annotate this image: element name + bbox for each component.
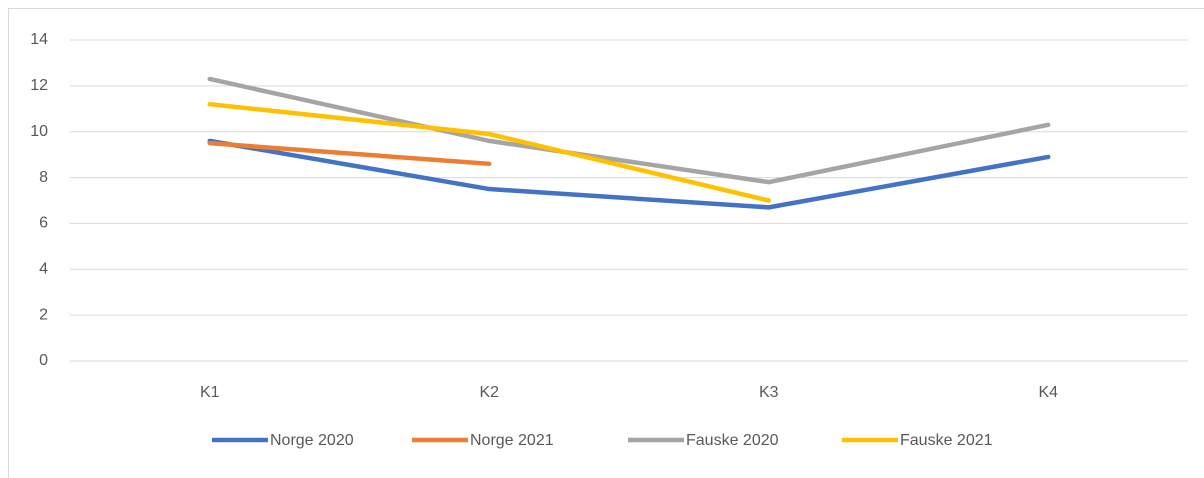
- series-line: [207, 138, 1051, 210]
- series-line: [207, 140, 492, 167]
- y-tick-label: 10: [30, 123, 48, 140]
- y-tick-label: 14: [30, 31, 48, 48]
- y-tick-label: 6: [39, 215, 48, 232]
- legend-label: Norge 2021: [470, 432, 554, 449]
- legend-label: Norge 2020: [270, 432, 354, 449]
- x-tick-label: K3: [759, 384, 779, 401]
- legend-label: Fauske 2021: [900, 432, 993, 449]
- x-tick-label: K2: [479, 384, 499, 401]
- y-tick-label: 2: [39, 306, 48, 323]
- series-line: [207, 76, 1051, 185]
- y-tick-label: 8: [39, 169, 48, 186]
- legend-label: Fauske 2020: [686, 432, 779, 449]
- y-tick-label: 4: [39, 261, 48, 278]
- y-tick-label: 0: [39, 352, 48, 369]
- chart-border: [8, 8, 1204, 478]
- x-tick-label: K4: [1038, 384, 1058, 401]
- series-line: [207, 101, 771, 203]
- y-tick-label: 12: [30, 77, 48, 94]
- x-tick-label: K1: [200, 384, 220, 401]
